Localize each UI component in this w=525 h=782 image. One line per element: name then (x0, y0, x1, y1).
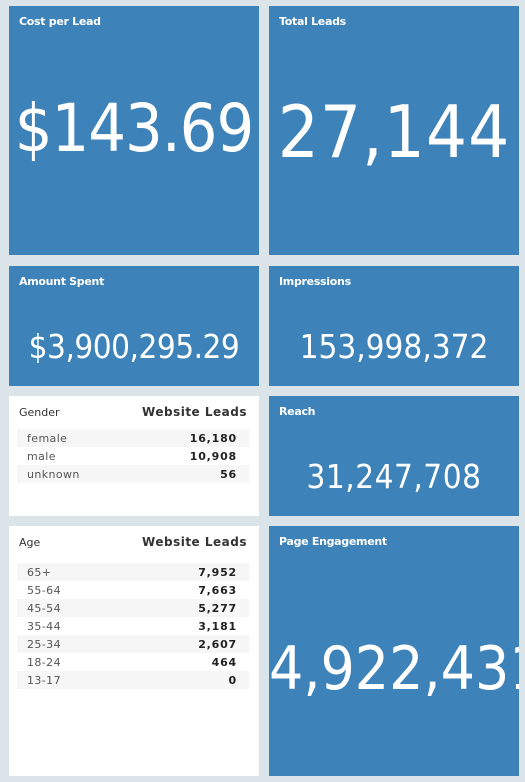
table-row: 18-24 464 (17, 653, 249, 671)
leads-value: 56 (220, 467, 237, 481)
age-label: 65+ (27, 565, 52, 579)
table-row: 55-64 7,663 (17, 581, 249, 599)
gender-table-body: female 16,180 male 10,908 unknown 56 (17, 429, 249, 483)
amount-spent-label: Amount Spent (19, 275, 105, 288)
impressions-value: 153,998,372 (299, 327, 489, 366)
gender-label: unknown (27, 467, 80, 481)
table-row: 25-34 2,607 (17, 635, 249, 653)
cost-per-lead-label: Cost per Lead (19, 15, 101, 28)
age-label: 18-24 (27, 655, 61, 669)
age-leads-table: Age Website Leads 65+ 7,952 55-64 7,663 … (9, 526, 259, 776)
gender-leads-table: Gender Website Leads female 16,180 male … (9, 396, 259, 516)
gender-label: male (27, 449, 56, 463)
leads-value: 5,277 (198, 601, 237, 615)
table-row: 13-17 0 (17, 671, 249, 689)
reach-tile: Reach 31,247,708 (269, 396, 519, 516)
leads-value: 16,180 (189, 431, 237, 445)
website-leads-column-header: Website Leads (142, 405, 247, 419)
impressions-tile: Impressions 153,998,372 (269, 266, 519, 386)
reach-label: Reach (279, 405, 316, 418)
age-label: 13-17 (27, 673, 61, 687)
amount-spent-tile: Amount Spent $3,900,295.29 (9, 266, 259, 386)
table-row: 45-54 5,277 (17, 599, 249, 617)
leads-value: 2,607 (198, 637, 237, 651)
leads-value: 7,952 (198, 565, 237, 579)
table-row: 65+ 7,952 (17, 563, 249, 581)
age-label: 25-34 (27, 637, 61, 651)
gender-table-header: Gender Website Leads (19, 405, 247, 419)
cost-per-lead-value: $143.69 (14, 90, 254, 167)
website-leads-column-header: Website Leads (142, 535, 247, 549)
impressions-label: Impressions (279, 275, 351, 288)
age-table-header: Age Website Leads (19, 535, 247, 549)
total-leads-value: 27,144 (277, 90, 511, 174)
age-label: 45-54 (27, 601, 61, 615)
table-row: 35-44 3,181 (17, 617, 249, 635)
cost-per-lead-tile: Cost per Lead $143.69 (9, 6, 259, 255)
table-row: unknown 56 (17, 465, 249, 483)
total-leads-tile: Total Leads 27,144 (269, 6, 519, 255)
age-table-body: 65+ 7,952 55-64 7,663 45-54 5,277 35-44 … (17, 563, 249, 689)
leads-value: 464 (211, 655, 237, 669)
leads-value: 0 (228, 673, 237, 687)
reach-value: 31,247,708 (306, 457, 482, 496)
leads-value: 7,663 (198, 583, 237, 597)
total-leads-label: Total Leads (279, 15, 346, 28)
age-label: 35-44 (27, 619, 61, 633)
page-engagement-value: 4,922,431 (269, 634, 519, 704)
age-column-header: Age (19, 536, 41, 549)
gender-column-header: Gender (19, 406, 60, 419)
table-row: female 16,180 (17, 429, 249, 447)
leads-value: 3,181 (198, 619, 237, 633)
leads-value: 10,908 (189, 449, 237, 463)
age-label: 55-64 (27, 583, 61, 597)
table-row: male 10,908 (17, 447, 249, 465)
amount-spent-value: $3,900,295.29 (28, 327, 240, 366)
gender-label: female (27, 431, 68, 445)
page-engagement-label: Page Engagement (279, 535, 387, 548)
page-engagement-tile: Page Engagement 4,922,431 (269, 526, 519, 776)
